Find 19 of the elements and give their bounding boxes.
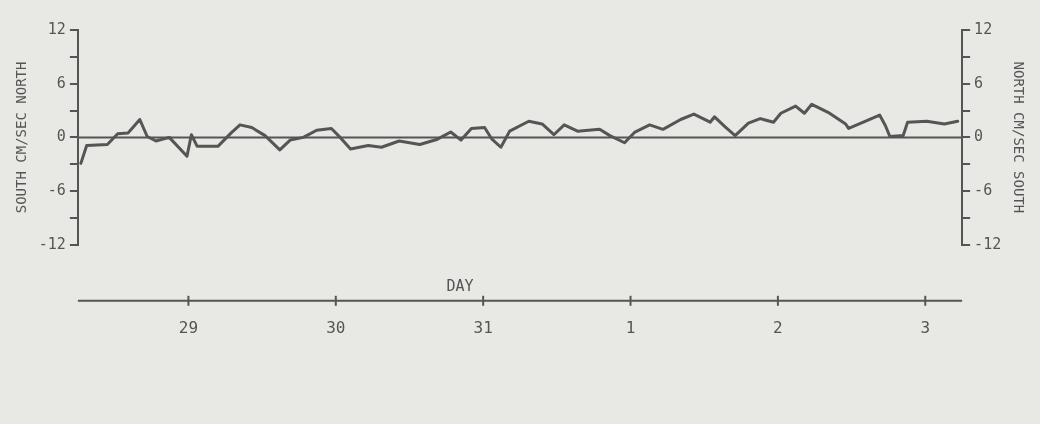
x-tick-label: 1 [625, 317, 636, 337]
x-tick-label: 30 [326, 317, 346, 337]
x-tick-label: 3 [920, 317, 931, 337]
y2-tick-label: 12 [974, 19, 993, 38]
y2-tick-label: -12 [974, 234, 1002, 253]
y-tick-label: -6 [47, 180, 66, 199]
y2-tick-label: 0 [974, 127, 984, 146]
x-axis-title: DAY [446, 277, 474, 296]
y-axis-title: SOUTH CM/SEC NORTH [13, 61, 30, 214]
y2-tick-label: 6 [974, 73, 984, 92]
y-tick-label: 0 [56, 127, 66, 146]
x-tick-label: 31 [473, 317, 493, 337]
y2-axis-title: NORTH CM/SEC SOUTH [1010, 61, 1027, 214]
y-tick-label: -12 [38, 234, 66, 253]
x-tick-label: 2 [773, 317, 783, 337]
y-tick-label: 6 [56, 73, 66, 92]
y2-tick-label: -6 [974, 180, 993, 199]
x-tick-label: 29 [178, 317, 199, 337]
y-tick-label: 12 [47, 19, 66, 38]
